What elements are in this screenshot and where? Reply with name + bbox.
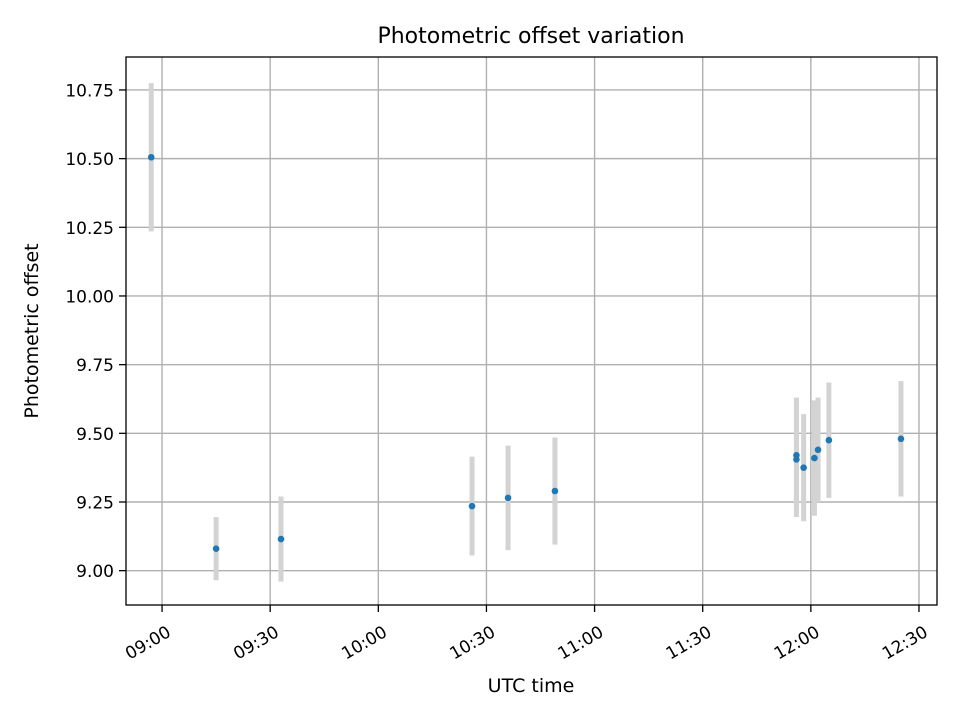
plot-frame — [125, 56, 938, 606]
data-point — [800, 464, 807, 471]
y-axis-label: Photometric offset — [21, 243, 43, 418]
data-point — [277, 535, 285, 543]
data-point — [147, 153, 155, 161]
data-point — [793, 456, 800, 463]
x-tick-label: 12:30 — [879, 622, 931, 664]
data-point — [551, 487, 559, 495]
y-tick-label: 10.50 — [65, 150, 114, 170]
data-point — [212, 545, 220, 552]
data-point — [811, 454, 818, 462]
data-point — [468, 502, 476, 510]
x-tick-label: 11:00 — [555, 622, 607, 664]
x-axis-label: UTC time — [488, 675, 575, 697]
y-tick-label: 10.75 — [65, 81, 114, 101]
y-tick-label: 10.00 — [65, 287, 114, 307]
y-tick-label: 9.50 — [76, 425, 114, 445]
data-point — [814, 446, 822, 454]
x-tick-label: 11:30 — [663, 622, 715, 664]
data-point — [897, 435, 905, 443]
y-tick-label: 10.25 — [65, 219, 114, 239]
y-tick-label: 9.25 — [76, 493, 114, 513]
chart-title: Photometric offset variation — [377, 24, 684, 49]
x-tick-label: 12:00 — [771, 622, 823, 664]
data-point — [825, 436, 833, 444]
data-points — [147, 153, 905, 552]
x-tick-label: 10:00 — [338, 622, 390, 664]
y-tick-label: 9.75 — [76, 356, 114, 376]
x-axis-ticks: 09:00 09:30 10:00 10:30 11:00 11:30 12:00 12:30 — [122, 605, 931, 664]
y-axis-ticks: 9.00 9.25 9.50 9.75 10.00 10.25 10.50 10.75 — [65, 81, 126, 582]
x-tick-label: 10:30 — [447, 622, 499, 664]
x-tick-label: 09:00 — [122, 622, 174, 664]
x-tick-label: 09:30 — [230, 622, 282, 664]
error-bars — [148, 83, 904, 582]
data-point — [504, 494, 512, 502]
grid-lines — [126, 57, 937, 605]
y-tick-label: 9.00 — [76, 562, 114, 582]
